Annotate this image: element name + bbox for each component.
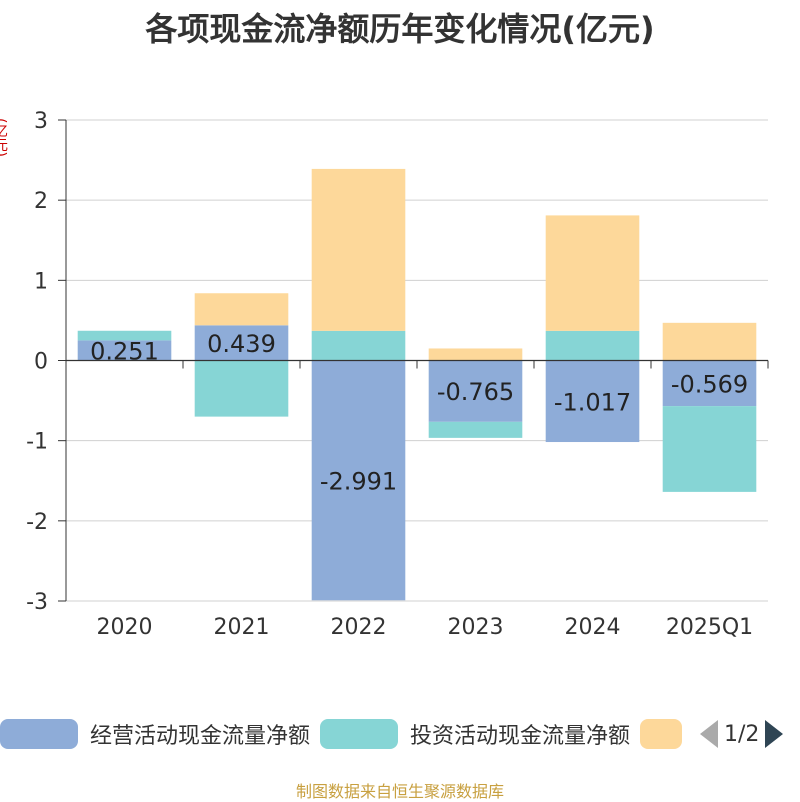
bar-筹资活动现金流量净额-2022	[311, 168, 406, 331]
bar-经营活动现金流量净额-2021	[194, 325, 289, 361]
x-tick-label: 2023	[448, 615, 504, 640]
bar-投资活动现金流量净额-2023	[428, 421, 523, 438]
legend-label-operating: 经营活动现金流量净额	[90, 724, 311, 749]
bar-value-label: -2.991	[320, 467, 397, 495]
legend-swatch-operating	[0, 719, 78, 749]
legend-pager: 1/2	[700, 718, 784, 750]
legend-item-operating[interactable]: 经营活动现金流量净额	[0, 718, 310, 750]
bar-经营活动现金流量净额-2022	[311, 360, 406, 601]
x-tick-label: 2025Q1	[666, 615, 753, 640]
chart-title: 各项现金流净额历年变化情况(亿元)	[145, 10, 655, 48]
x-tick-label: 2020	[97, 615, 153, 640]
bar-筹资活动现金流量净额-2023	[428, 348, 523, 361]
legend-swatch-investing	[320, 719, 398, 749]
y-tick-label: -1	[26, 430, 48, 455]
y-tick-label: 2	[34, 189, 48, 214]
bar-投资活动现金流量净额-2025Q1	[662, 406, 757, 492]
y-tick-label: 3	[34, 109, 48, 134]
bar-value-label: 0.439	[207, 330, 276, 358]
y-axis-unit: (亿元)	[0, 118, 8, 157]
bar-value-label: -0.569	[671, 370, 748, 398]
bar-投资活动现金流量净额-2021	[194, 360, 289, 417]
legend-next-page-icon[interactable]	[765, 720, 784, 748]
bar-筹资活动现金流量净额-2021	[194, 293, 289, 326]
bar-经营活动现金流量净额-2024	[545, 360, 640, 443]
bar-投资活动现金流量净额-2020	[77, 330, 172, 341]
legend-item-investing[interactable]: 投资活动现金流量净额	[320, 718, 630, 750]
data-source-note: 制图数据来自恒生聚源数据库	[295, 782, 504, 801]
legend-page-indicator: 1/2	[724, 721, 760, 747]
legend-label-investing: 投资活动现金流量净额	[410, 724, 631, 749]
chart-canvas: 3 2 1 0 -1 -2 -3 0.251 0.439 -2.991 -0.765 -1.017 -0…	[26, 109, 769, 640]
y-tick-label: 0	[34, 350, 48, 375]
legend-item-financing[interactable]	[640, 718, 682, 750]
legend-prev-page-icon[interactable]	[700, 720, 718, 748]
bar-value-label: -0.765	[437, 378, 514, 406]
bar-投资活动现金流量净额-2022	[311, 330, 406, 361]
x-tick-label: 2024	[565, 615, 621, 640]
x-tick-label: 2021	[214, 615, 270, 640]
bar-经营活动现金流量净额-2020	[77, 340, 172, 361]
y-tick-label: -2	[26, 510, 48, 535]
bar-value-label: 0.251	[90, 337, 159, 365]
bar-筹资活动现金流量净额-2024	[545, 215, 640, 331]
x-tick-label: 2022	[331, 615, 387, 640]
bar-value-label: -1.017	[554, 388, 631, 416]
y-tick-label: -3	[26, 590, 48, 615]
bar-筹资活动现金流量净额-2025Q1	[662, 322, 757, 361]
bar-经营活动现金流量净额-2023	[428, 360, 523, 422]
y-tick-label: 1	[34, 269, 48, 294]
legend-swatch-financing	[640, 719, 682, 749]
bar-投资活动现金流量净额-2024	[545, 330, 640, 361]
bar-经营活动现金流量净额-2025Q1	[662, 360, 757, 407]
